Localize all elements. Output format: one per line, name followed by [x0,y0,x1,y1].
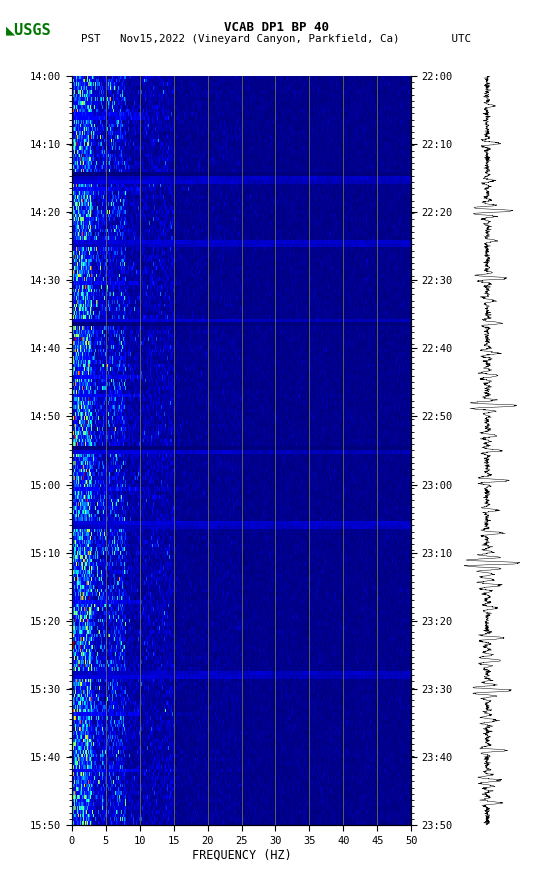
Text: ◣USGS: ◣USGS [6,22,51,37]
X-axis label: FREQUENCY (HZ): FREQUENCY (HZ) [192,848,291,862]
Text: VCAB DP1 BP 40: VCAB DP1 BP 40 [224,21,328,35]
Text: PST   Nov15,2022 (Vineyard Canyon, Parkfield, Ca)        UTC: PST Nov15,2022 (Vineyard Canyon, Parkfie… [81,34,471,44]
